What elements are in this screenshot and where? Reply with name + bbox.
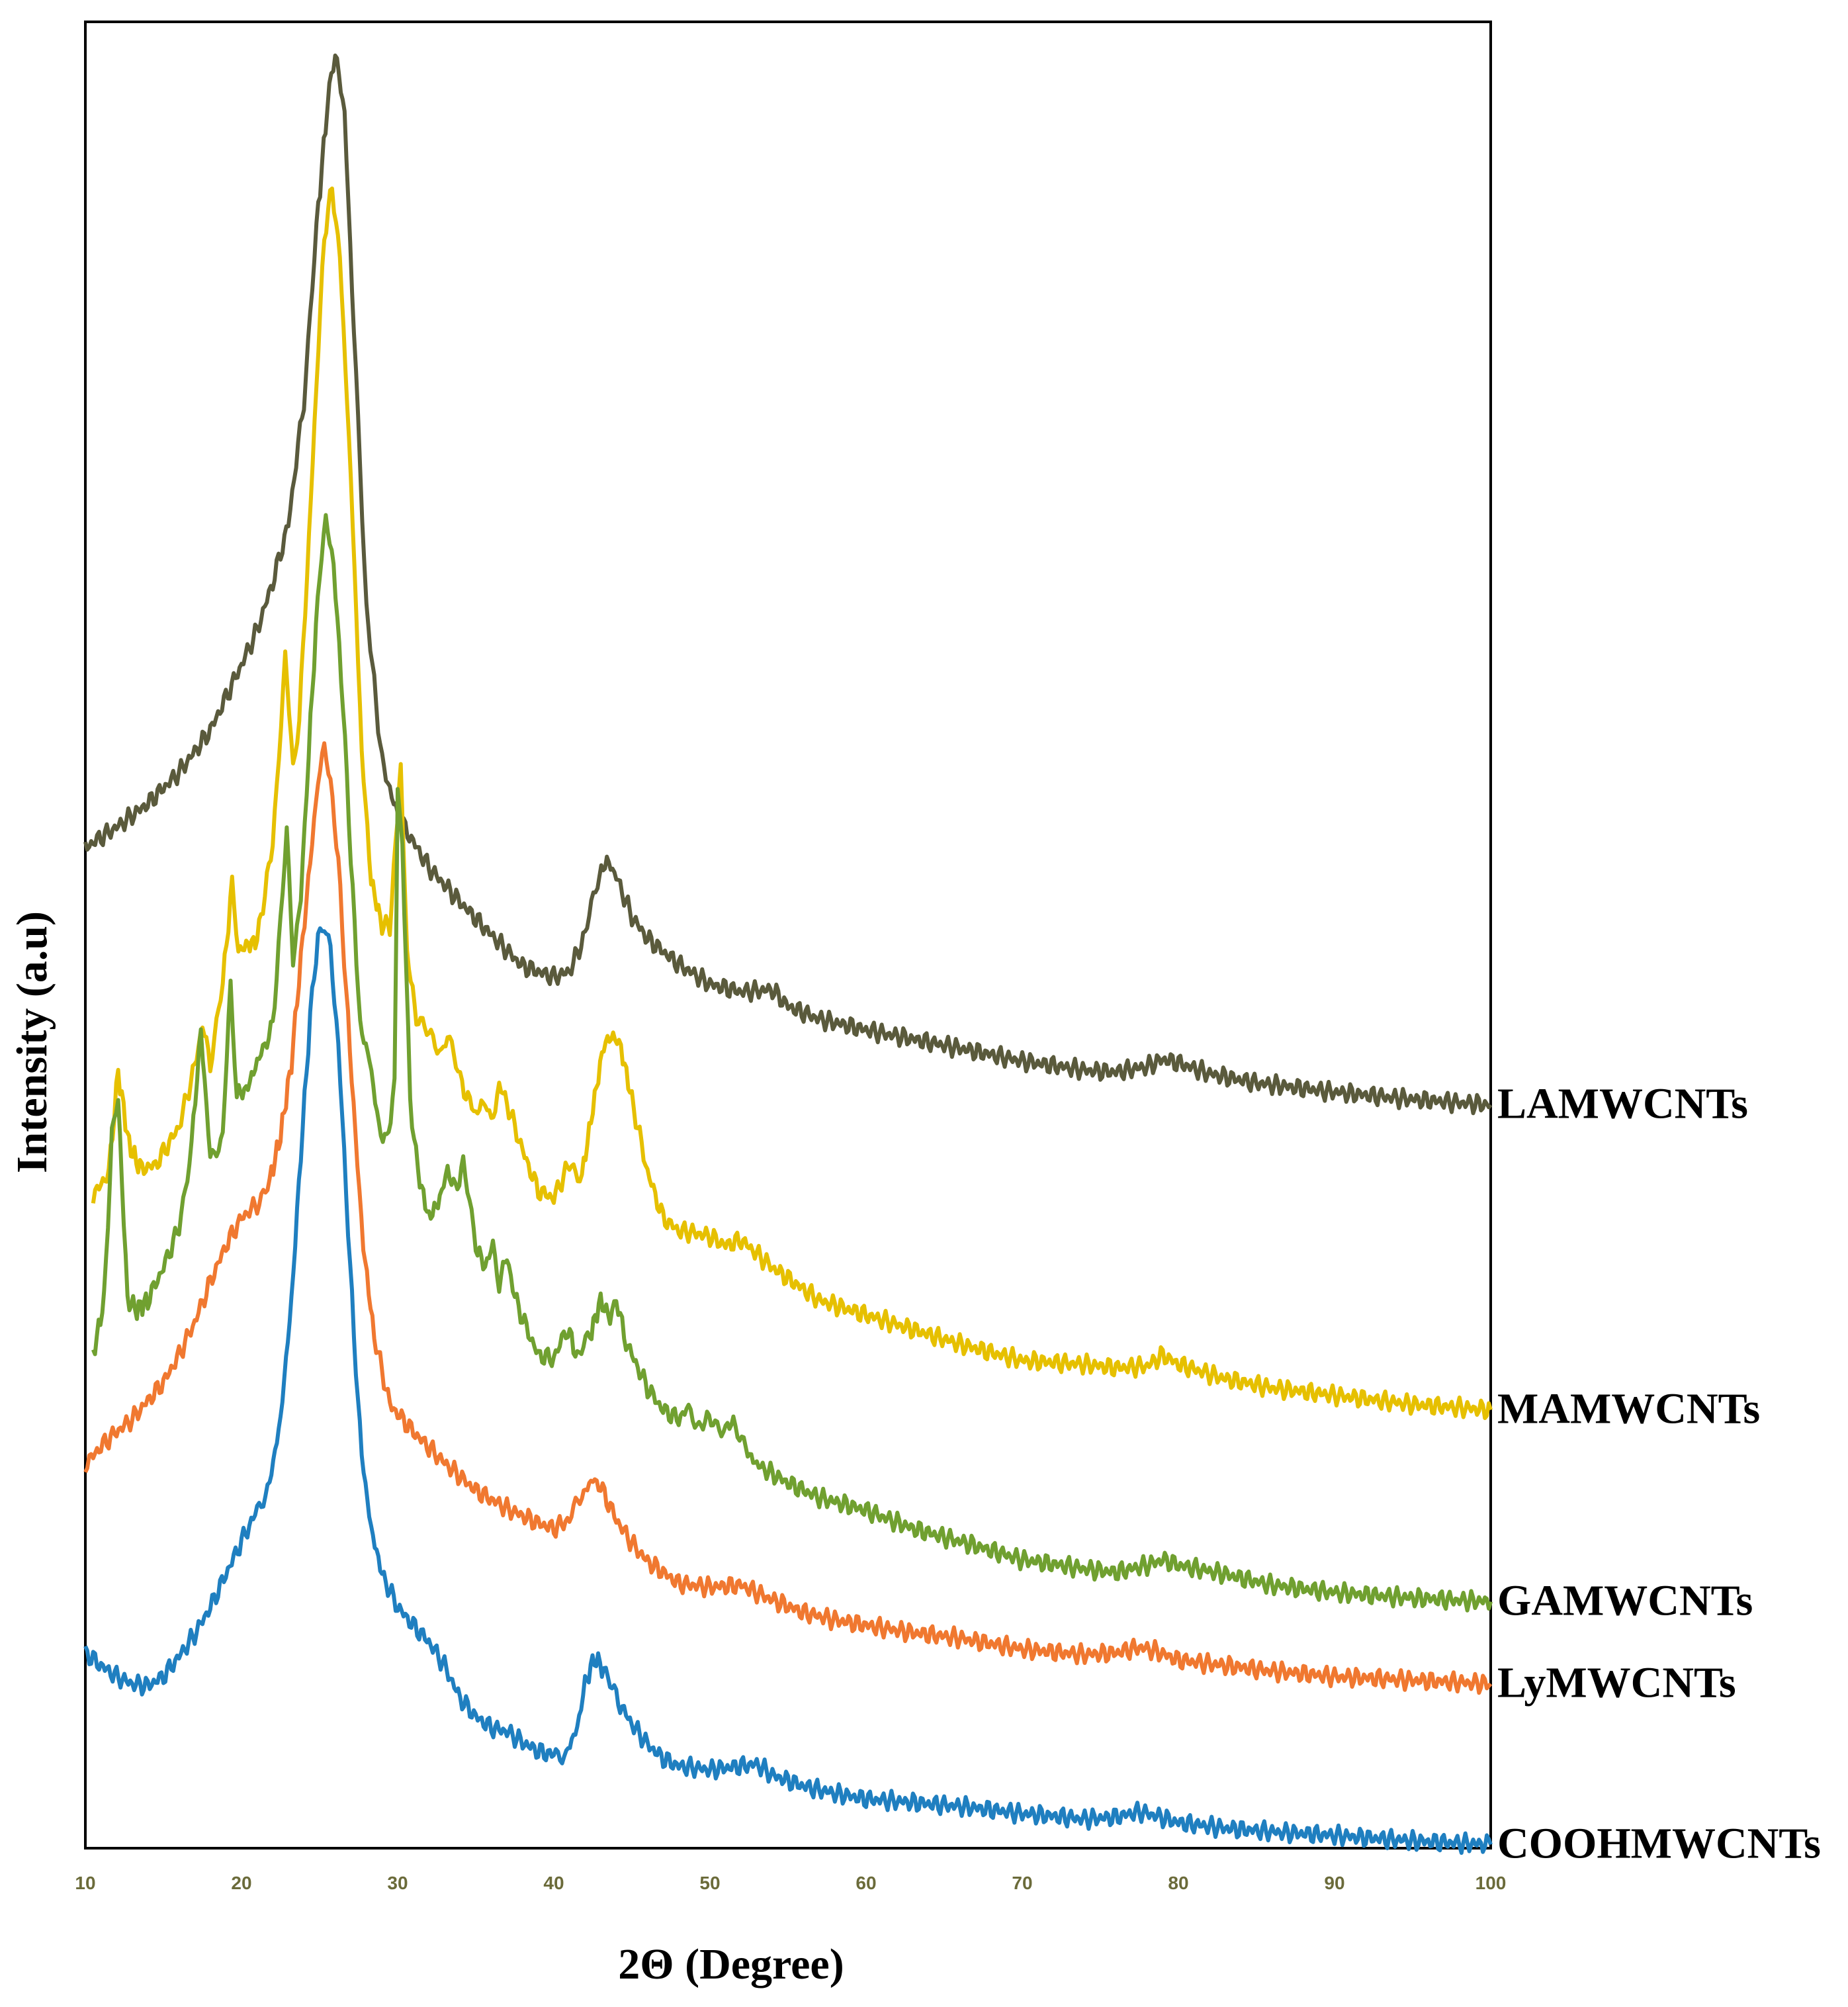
x-tick-label: 20: [231, 1873, 251, 1893]
series-line-MAMWCNTs: [91, 186, 1493, 1420]
series-label-MAMWCNTs: MAMWCNTs: [1497, 1385, 1760, 1433]
series-line-LyMWCNTs: [83, 741, 1493, 1695]
series-line-COOHMWCNTs: [83, 926, 1493, 1855]
series-labels: LAMWCNTs MAMWCNTs GAMWCNTs LyMWCNTs COOHMWCN…: [1497, 1080, 1821, 1868]
x-tick-labels: 10 20 30 40 50 60 70 80 90 100: [75, 1873, 1506, 1893]
x-tick-label: 10: [75, 1873, 95, 1893]
plot-area-frame: [84, 21, 1492, 1850]
series-label-LyMWCNTs: LyMWCNTs: [1497, 1659, 1736, 1707]
x-tick-label: 40: [543, 1873, 564, 1893]
x-tick-label: 90: [1324, 1873, 1344, 1893]
x-tick-label: 80: [1168, 1873, 1188, 1893]
series-line-GAMWCNTs: [91, 513, 1493, 1613]
y-axis-title: Intensity (a.u): [8, 911, 56, 1173]
series-label-LAMWCNTs: LAMWCNTs: [1497, 1080, 1748, 1128]
series-label-GAMWCNTs: GAMWCNTs: [1497, 1576, 1753, 1625]
series-line-LAMWCNTs: [83, 53, 1493, 1116]
x-axis-title: 2Θ (Degree): [618, 1940, 844, 1988]
x-tick-label: 50: [699, 1873, 720, 1893]
series-label-COOHMWCNTs: COOHMWCNTs: [1497, 1819, 1821, 1867]
series-layer: [83, 53, 1493, 1855]
x-tick-label: 60: [856, 1873, 876, 1893]
x-tick-label: 30: [387, 1873, 408, 1893]
x-tick-label: 100: [1475, 1873, 1507, 1893]
x-tick-label: 70: [1012, 1873, 1032, 1893]
